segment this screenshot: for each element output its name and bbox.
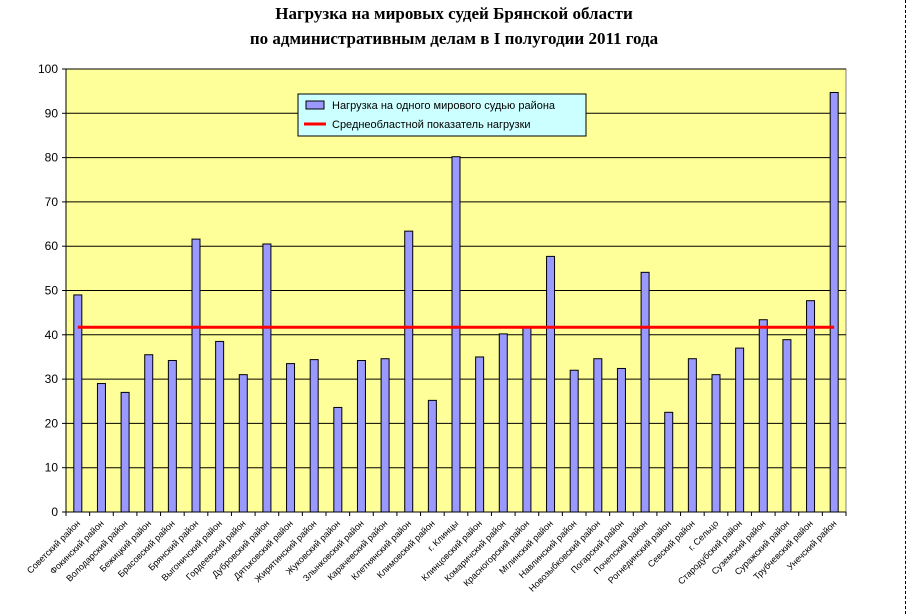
legend-swatch-bar (305, 100, 325, 110)
bar (262, 243, 272, 513)
legend-label-line: Среднеобластной показатель нагрузки (332, 119, 531, 131)
bar (427, 399, 437, 513)
bar (640, 271, 650, 513)
bar (569, 369, 579, 513)
page-edge-marker (905, 0, 906, 614)
y-tick-label: 20 (45, 416, 59, 430)
y-axis-ticks: 0 10 20 30 40 50 60 70 80 90 100 (38, 62, 66, 519)
y-tick-label: 60 (45, 239, 59, 253)
y-tick-label: 50 (45, 284, 59, 298)
bar (309, 359, 319, 513)
chart-title-line-1: Нагрузка на мировых судей Брянской облас… (275, 4, 633, 23)
y-tick-label: 90 (45, 106, 59, 120)
legend: Нагрузка на одного мирового судью района… (297, 93, 587, 137)
bar (144, 354, 154, 513)
bar (687, 358, 697, 513)
chart-title-line-2: по административным делам в I полугодии … (249, 29, 659, 48)
y-tick-label: 100 (38, 62, 58, 76)
bar (664, 411, 674, 513)
y-tick-label: 80 (45, 151, 59, 165)
bar-series (73, 91, 839, 513)
bar (806, 300, 816, 513)
bar (380, 358, 390, 513)
bar (475, 356, 485, 513)
bar (616, 367, 626, 513)
bar (96, 383, 106, 513)
bar (215, 340, 225, 513)
bar (735, 347, 745, 513)
bar (356, 359, 366, 513)
bar (286, 363, 296, 513)
y-tick-label: 70 (45, 195, 59, 209)
bar (829, 91, 839, 513)
legend-label-bar: Нагрузка на одного мирового судью района (332, 100, 556, 112)
y-tick-label: 10 (45, 461, 59, 475)
bar (120, 391, 130, 513)
legend-box (297, 93, 587, 137)
bar (333, 406, 343, 513)
y-tick-label: 30 (45, 372, 59, 386)
bar (522, 326, 532, 513)
bar (167, 359, 177, 513)
bar (191, 238, 201, 513)
bar (498, 333, 508, 513)
y-tick-label: 0 (51, 505, 58, 519)
bar (546, 255, 556, 513)
bar (451, 156, 461, 513)
bar (758, 319, 768, 513)
bar (238, 374, 248, 513)
bar (404, 230, 414, 513)
bar (782, 339, 792, 513)
y-tick-label: 40 (45, 328, 59, 342)
bar (711, 374, 721, 513)
bar (593, 358, 603, 513)
